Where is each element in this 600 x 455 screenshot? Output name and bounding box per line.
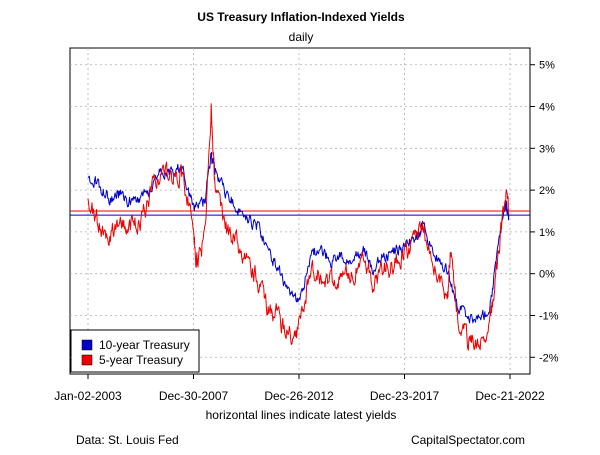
legend-swatch-10-year (81, 339, 93, 351)
y-tick-label: 1% (539, 227, 555, 239)
x-tick-label: Jan-02-2003 (54, 389, 122, 403)
latest-yield-lines (70, 210, 530, 216)
x-tick-label: Dec-26-2012 (264, 389, 334, 403)
y-tick-label: -2% (539, 352, 559, 364)
series-line-10-year (87, 151, 510, 324)
chart-subtitle: daily (289, 30, 314, 44)
y-tick-label: 5% (539, 60, 555, 72)
credit-text: CapitalSpectator.com (411, 433, 525, 447)
x-tick-label: Dec-21-2022 (475, 389, 545, 403)
legend-box (70, 329, 200, 373)
series-line-5-year (87, 103, 510, 351)
x-tick-label: Dec-30-2007 (159, 389, 229, 403)
y-axis: 5% 4% 3% 2% 1% 0% -1% -2% (530, 60, 559, 364)
y-tick-label: -1% (539, 310, 559, 322)
y-tick-label: 3% (539, 143, 555, 155)
y-tick-label: 2% (539, 185, 555, 197)
legend-label-5-year: 5-year Treasury (99, 353, 183, 367)
legend-swatch-5-year (81, 354, 93, 366)
x-axis: Jan-02-2003 Dec-30-2007 Dec-26-2012 Dec-23-… (54, 374, 545, 403)
y-tick-label: 4% (539, 102, 555, 114)
source-note: Data: St. Louis Fed (76, 433, 179, 447)
chart-caption: horizontal lines indicate latest yields (206, 408, 397, 422)
legend: 10-year Treasury 5-year Treasury (70, 329, 200, 373)
legend-label-10-year: 10-year Treasury (99, 338, 190, 352)
series-lines (87, 103, 510, 351)
x-tick-label: Dec-23-2017 (370, 389, 440, 403)
y-tick-label: 0% (539, 269, 555, 281)
chart-title: US Treasury Inflation-Indexed Yields (197, 10, 405, 24)
